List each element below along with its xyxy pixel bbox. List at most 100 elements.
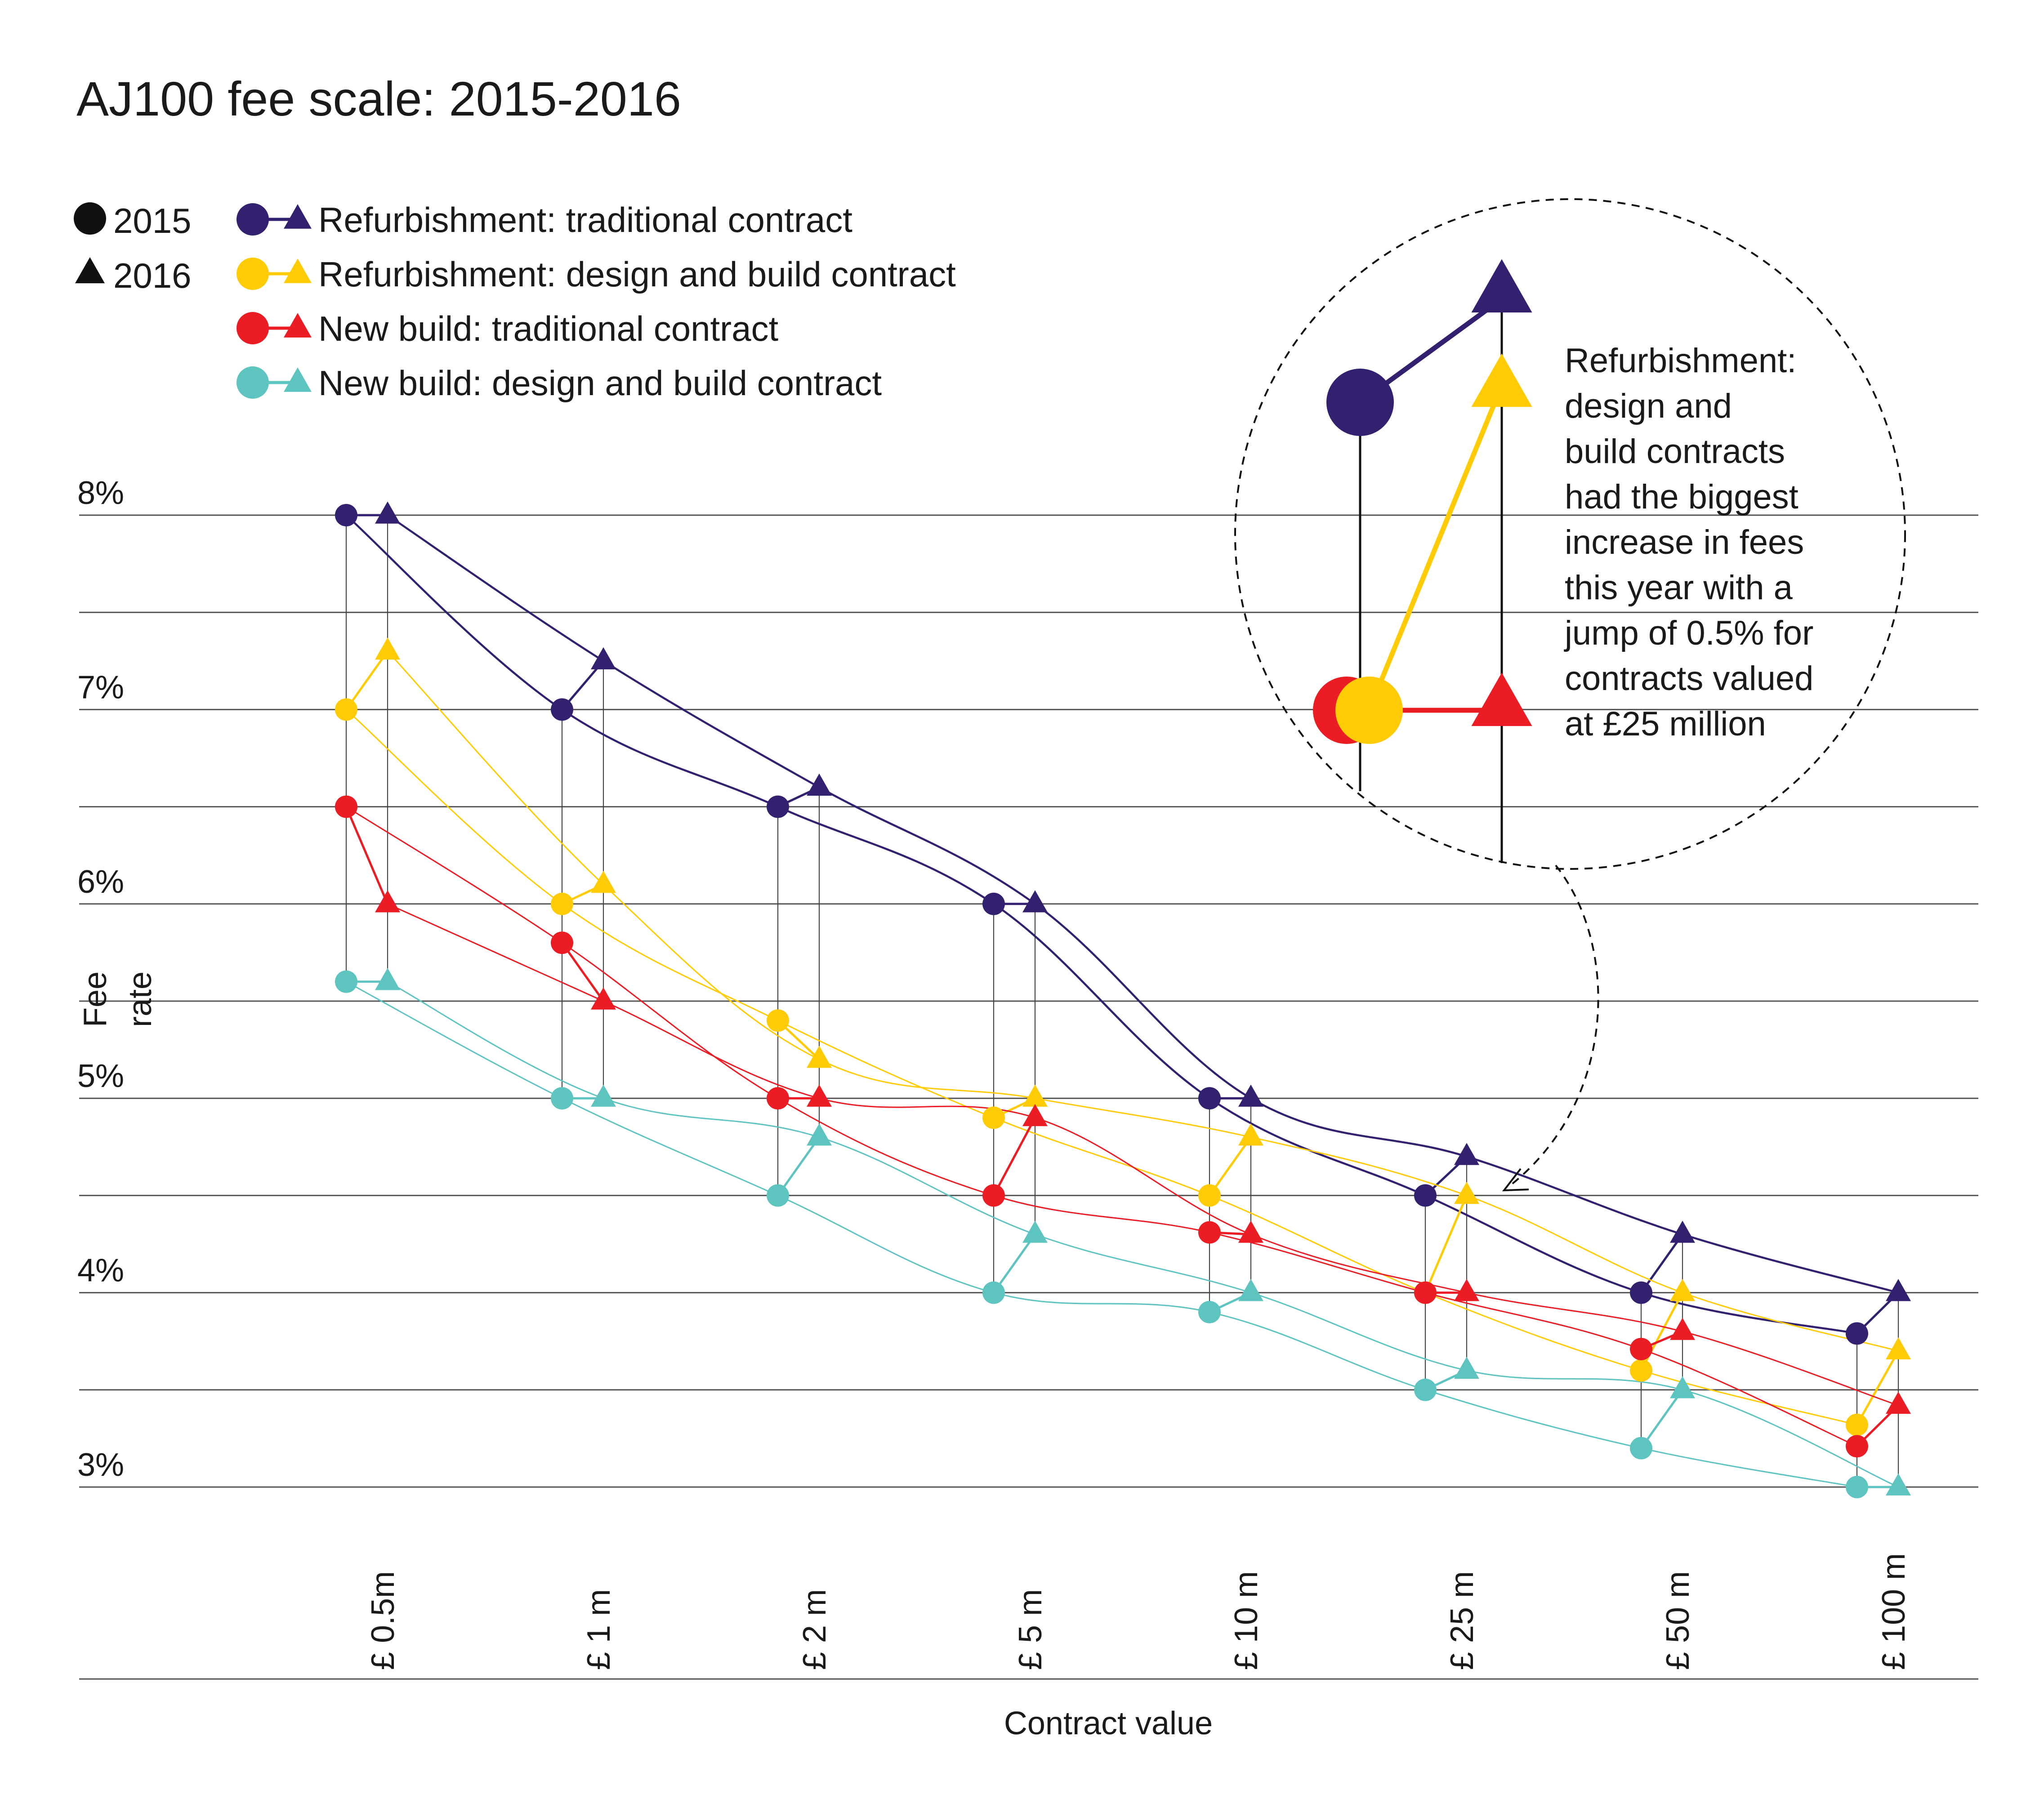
year-change-connector [1208,1136,1252,1196]
year-change-connector [992,1234,1036,1294]
year-change-connector [561,942,605,1002]
x-tick-label: £ 10 m [1228,1571,1264,1670]
callout-arrowhead [1502,1168,1529,1192]
callout-connector-refurb-db [1366,390,1502,712]
point-2016 [1454,1143,1479,1165]
point-2015 [1198,1300,1221,1323]
series-line-2015 [345,708,1858,1426]
year-legend: 2015 2016 [74,201,192,295]
point-2016 [1454,1181,1479,1204]
legend-triangle-marker [75,257,105,284]
point-2016 [591,987,616,1010]
year-change-connector [1640,1234,1684,1294]
point-2015 [1630,1359,1652,1382]
point-2016 [1886,1337,1911,1360]
point-2015 [1198,1184,1221,1207]
point-2015 [1846,1476,1868,1498]
year-change-connector [345,650,389,710]
year-change-connector [345,806,389,904]
point-2015 [551,698,573,721]
year-change-connector [1424,1195,1468,1293]
point-2016 [375,890,400,913]
callout-text-line: this year with a [1565,569,1793,607]
point-2016 [375,968,400,990]
point-2016 [1454,1279,1479,1301]
point-2015 [1846,1322,1868,1345]
x-tick-label: £ 1 m [581,1589,617,1670]
callout-pointer [1508,864,1599,1188]
legend-circle-marker [74,202,106,235]
point-2016 [1670,1220,1695,1243]
legend-triangle [284,367,312,392]
point-2016 [1454,1357,1479,1379]
y-tick-label: 8% [77,475,124,511]
callout-text-line: design and [1565,387,1732,425]
callout-text-line: had the biggest [1565,478,1799,516]
y-tick-label: 5% [77,1058,124,1094]
year-legend-label: 2015 [113,201,192,240]
callout-point-refurb-trad-2015 [1326,369,1394,436]
point-2016 [375,637,400,660]
y-tick-label: 3% [77,1447,124,1483]
point-2015 [335,970,357,993]
point-2016 [807,1123,832,1146]
point-2016 [375,501,400,524]
point-2015 [551,931,573,954]
point-2016 [591,647,616,670]
year-change-connector [992,1117,1036,1196]
x-axis-label: Contract value [1004,1706,1213,1741]
point-2015 [767,795,789,818]
legend-triangle [284,313,312,338]
legend-triangle [284,204,312,229]
point-2015 [982,1184,1005,1207]
legend-circle [237,366,269,399]
year-change-connector [1640,1389,1684,1449]
x-tick-label: £ 0.5m [365,1571,401,1670]
series-line-2015 [345,806,1858,1447]
point-2015 [1630,1337,1652,1360]
point-2015 [1414,1281,1437,1304]
point-2016 [591,1084,616,1107]
legend-circle [237,258,269,290]
point-2016 [1670,1376,1695,1398]
point-2015 [1198,1221,1221,1244]
x-tick-label: £ 5 m [1013,1589,1049,1670]
callout-point-refurb-db-2015 [1335,677,1403,744]
x-tick-label: £ 25 m [1444,1571,1480,1670]
point-2015 [982,1281,1005,1304]
x-tick-label: £ 50 m [1660,1571,1696,1670]
series-line-2015 [345,981,1858,1488]
callout-text-line: at £25 million [1565,705,1766,743]
point-2015 [335,795,357,818]
point-2016 [1238,1220,1263,1243]
point-2015 [551,892,573,915]
point-2016 [1022,890,1048,913]
year-change-connector [1856,1350,1900,1425]
callout-text-line: increase in fees [1565,523,1804,561]
point-2016 [1022,1084,1048,1107]
point-2015 [1846,1435,1868,1458]
point-2016 [807,1046,832,1068]
x-tick-label: £ 2 m [797,1589,833,1670]
series-legend-label: New build: design and build contract [318,363,882,403]
point-2016 [591,871,616,893]
point-2016 [1022,1220,1048,1243]
point-2015 [1198,1087,1221,1110]
callout-text-line: contracts valued [1565,659,1813,698]
zoom-callout: Refurbishment: design and build contracts h… [1234,198,1906,1192]
callout-text-line: Refurbishment: [1565,342,1796,380]
x-tick-label: £ 100 m [1876,1553,1912,1670]
legend-triangle [284,258,312,283]
point-2015 [335,504,357,526]
callout-text-line: jump of 0.5% for [1564,614,1813,652]
point-2016 [1238,1279,1263,1301]
point-2015 [1846,1413,1868,1436]
point-2016 [1670,1279,1695,1301]
point-2015 [982,892,1005,915]
y-tick-labels: 8% 7% 6% 5% 4% 3% [77,475,124,1483]
callout-point-refurb-trad-2016 [1471,259,1532,313]
point-2015 [1414,1378,1437,1401]
point-2015 [335,698,357,721]
legend-circle [237,203,269,236]
